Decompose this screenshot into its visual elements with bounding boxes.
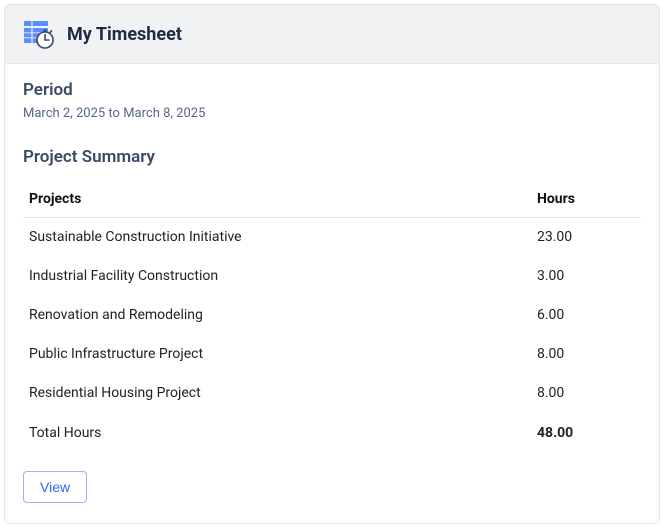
col-hours: Hours [531,181,641,218]
project-summary-table: Projects Hours Sustainable Construction … [23,181,641,453]
view-button[interactable]: View [23,471,87,503]
period-label: Period [23,80,641,100]
timesheet-icon [23,19,55,49]
table-row: Industrial Facility Construction 3.00 [23,257,641,296]
cell-hours: 6.00 [531,296,641,335]
total-label: Total Hours [23,413,531,453]
table-row: Renovation and Remodeling 6.00 [23,296,641,335]
cell-project: Sustainable Construction Initiative [23,218,531,257]
col-projects: Projects [23,181,531,218]
cell-project: Industrial Facility Construction [23,257,531,296]
cell-project: Renovation and Remodeling [23,296,531,335]
table-row: Public Infrastructure Project 8.00 [23,335,641,374]
cell-hours: 8.00 [531,374,641,413]
cell-hours: 3.00 [531,257,641,296]
period-text: March 2, 2025 to March 8, 2025 [23,106,641,121]
cell-hours: 8.00 [531,335,641,374]
table-row: Residential Housing Project 8.00 [23,374,641,413]
card-body: Period March 2, 2025 to March 8, 2025 Pr… [5,64,659,523]
timesheet-card: My Timesheet Period March 2, 2025 to Mar… [4,4,660,524]
total-hours: 48.00 [531,413,641,453]
table-total-row: Total Hours 48.00 [23,413,641,453]
card-title: My Timesheet [67,24,182,45]
cell-project: Public Infrastructure Project [23,335,531,374]
table-row: Sustainable Construction Initiative 23.0… [23,218,641,257]
cell-project: Residential Housing Project [23,374,531,413]
card-header: My Timesheet [5,5,659,64]
summary-title: Project Summary [23,147,641,167]
table-header-row: Projects Hours [23,181,641,218]
cell-hours: 23.00 [531,218,641,257]
